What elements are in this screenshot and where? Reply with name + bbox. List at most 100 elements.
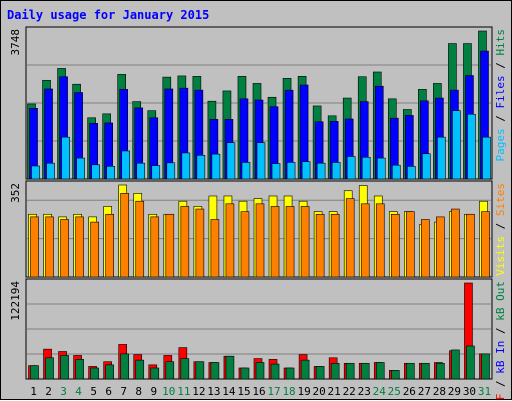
x-tick-label-day-21: 21: [328, 385, 341, 398]
bar-sites-day-27: [421, 219, 430, 278]
bar-pages-day-19: [301, 161, 311, 180]
bar-kb-out-day-20: [315, 366, 325, 380]
bar-sites-day-19: [300, 206, 310, 278]
bar-kb-out-day-28: [436, 362, 445, 380]
bar-kb-out-day-26: [406, 362, 415, 380]
x-tick-label-day-22: 22: [343, 385, 356, 398]
x-tick-label-day-13: 13: [207, 385, 220, 398]
x-tick-label-day-2: 2: [45, 385, 52, 398]
bar-kb-out-day-7: [120, 353, 130, 380]
bar-pages-day-21: [331, 162, 341, 180]
x-tick-label-day-31: 31: [478, 385, 491, 398]
bar-pages-day-9: [151, 165, 161, 180]
bar-pages-day-30: [467, 113, 476, 180]
legend-entry: /: [494, 216, 507, 236]
bar-kb-out-day-3: [60, 355, 69, 380]
bar-pages-day-16: [256, 142, 266, 180]
x-tick-label-day-8: 8: [135, 385, 142, 398]
x-tick-label-day-14: 14: [222, 385, 236, 398]
bar-sites-day-3: [60, 219, 69, 278]
bar-sites-day-28: [436, 216, 445, 278]
bar-sites-day-18: [285, 206, 295, 278]
x-tick-label-day-9: 9: [150, 385, 157, 398]
bar-kb-out-day-16: [255, 362, 265, 380]
x-tick-label-day-3: 3: [60, 385, 67, 398]
panel-middle-max-label: 352: [9, 183, 22, 203]
bar-kb-out-day-15: [240, 367, 250, 380]
bar-kb-out-day-9: [150, 367, 160, 380]
bar-kb-out-day-22: [345, 362, 355, 380]
x-tick-label-day-28: 28: [433, 385, 446, 398]
bar-pages-day-12: [196, 155, 206, 180]
legend-entry: Hits: [494, 29, 507, 56]
bar-kb-out-day-8: [135, 359, 145, 380]
panel-top: 3748 Pages / Files / Hits: [9, 26, 507, 180]
x-tick-label-day-17: 17: [267, 385, 280, 398]
bar-pages-day-13: [211, 153, 221, 180]
legend-entry: /: [494, 321, 507, 341]
bar-pages-day-8: [136, 162, 146, 180]
legend-entry: kB F: [494, 394, 507, 401]
bar-sites-day-25: [390, 213, 400, 278]
bar-pages-day-1: [31, 165, 40, 180]
bar-sites-day-2: [45, 216, 54, 278]
chart-title: Daily usage for January 2015: [7, 8, 209, 22]
x-tick-label-day-5: 5: [90, 385, 97, 398]
bar-sites-day-11: [180, 206, 190, 278]
bar-pages-day-14: [226, 142, 236, 180]
bar-pages-day-4: [76, 157, 85, 180]
bar-kb-out-day-21: [330, 362, 340, 380]
bar-pages-day-11: [181, 152, 191, 180]
bar-pages-day-20: [316, 162, 326, 180]
bar-sites-day-12: [195, 208, 205, 278]
bar-kb-out-day-4: [75, 359, 84, 380]
bar-pages-day-23: [361, 156, 371, 180]
x-tick-label-day-15: 15: [237, 385, 250, 398]
bar-sites-day-7: [120, 193, 130, 278]
legend-entry: kB Out: [494, 281, 507, 321]
legend-entry: /: [494, 56, 507, 76]
legend-entry: /: [494, 109, 507, 129]
bar-kb-out-day-25: [390, 370, 400, 380]
panel-middle-legend: Visits / Sites: [494, 183, 507, 276]
bar-sites-day-20: [315, 213, 325, 278]
bar-pages-day-26: [407, 166, 416, 180]
bar-kb-out-day-24: [375, 362, 385, 380]
bar-kb-out-day-12: [195, 361, 205, 380]
bar-sites-day-10: [165, 213, 175, 278]
x-tick-label-day-10: 10: [162, 385, 175, 398]
legend-entry: Files: [494, 75, 507, 108]
bar-sites-day-29: [451, 208, 460, 278]
bar-kb-out-day-5: [90, 367, 99, 380]
legend-entry: Pages: [494, 128, 507, 161]
x-tick-label-day-24: 24: [373, 385, 387, 398]
bar-kb-out-day-18: [285, 367, 295, 380]
bar-pages-day-10: [166, 162, 176, 180]
bar-kb-out-day-11: [180, 358, 190, 380]
panel-top-legend: Pages / Files / Hits: [494, 29, 507, 162]
panel-top-max-label: 3748: [9, 29, 22, 56]
bar-sites-day-6: [105, 213, 114, 278]
bar-sites-day-15: [240, 211, 250, 278]
panel-bottom: 122194kB F / kB In / kB Out: [9, 278, 507, 401]
bar-sites-day-17: [270, 206, 280, 278]
bar-sites-day-23: [360, 203, 370, 278]
x-tick-label-day-29: 29: [448, 385, 461, 398]
x-tick-label-day-25: 25: [388, 385, 401, 398]
legend-entry: kB In: [494, 341, 507, 374]
x-tick-label-day-6: 6: [105, 385, 112, 398]
x-tick-label-day-23: 23: [358, 385, 371, 398]
bar-sites-day-8: [135, 200, 145, 278]
bar-sites-day-24: [375, 203, 385, 278]
x-tick-label-day-7: 7: [120, 385, 127, 398]
bar-pages-day-18: [286, 162, 296, 180]
bar-pages-day-24: [376, 157, 386, 180]
bar-sites-day-31: [481, 211, 490, 278]
bar-sites-day-30: [466, 213, 475, 278]
x-tick-label-day-12: 12: [192, 385, 205, 398]
bar-kb-out-day-27: [421, 362, 430, 380]
bar-kb-out-day-23: [360, 362, 370, 380]
bar-sites-day-5: [90, 221, 99, 278]
bar-sites-day-9: [150, 216, 160, 278]
